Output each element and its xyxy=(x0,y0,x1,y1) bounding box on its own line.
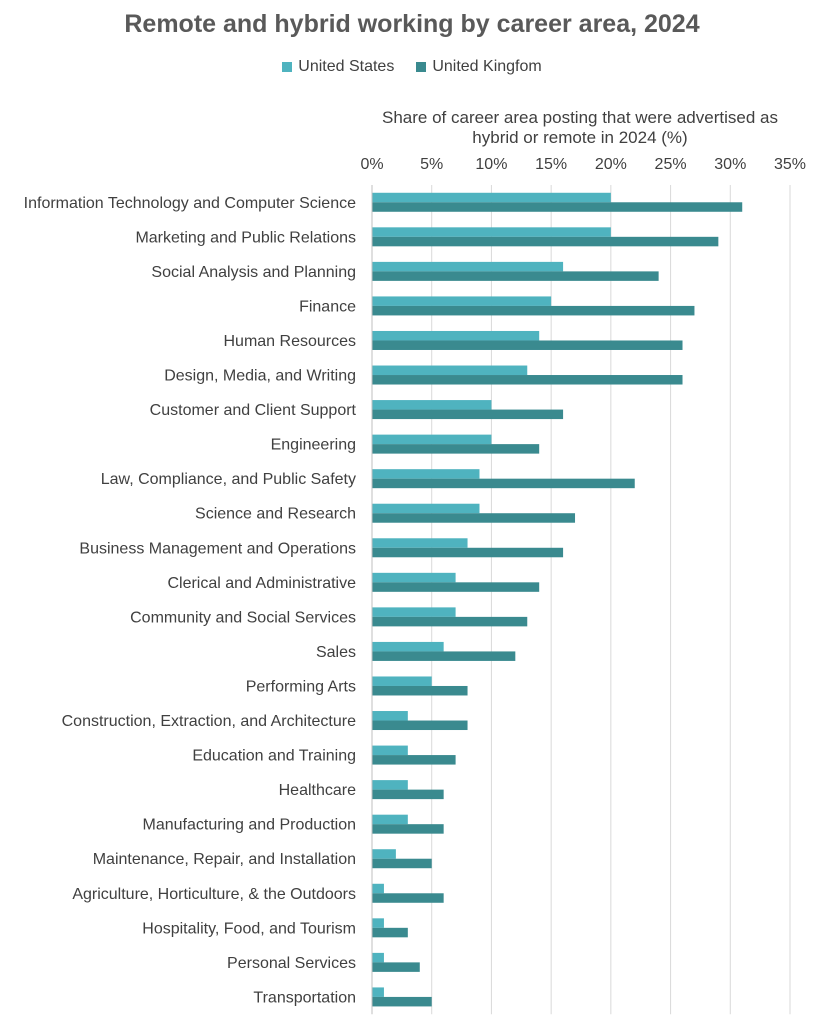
bar-united-kingdom xyxy=(372,858,432,869)
bar-united-states xyxy=(372,434,492,445)
bar-united-states xyxy=(372,918,384,928)
bar-united-states xyxy=(372,607,456,617)
bar-united-states xyxy=(372,745,408,756)
x-tick-labels: 0% 5% 10% 15% 20% 25% 30% 35% xyxy=(360,156,806,173)
category-label: Human Resources xyxy=(224,333,357,350)
bar-united-states xyxy=(372,538,468,548)
x-tick-label: 35% xyxy=(774,156,806,173)
bar-united-kingdom xyxy=(372,340,683,350)
bar-united-kingdom xyxy=(372,720,468,731)
category-label: Engineering xyxy=(271,437,356,454)
x-tick-label: 25% xyxy=(655,156,687,173)
bar-united-kingdom xyxy=(372,513,576,523)
bar-united-states xyxy=(372,780,408,790)
legend-label-uk: United Kingfom xyxy=(432,58,542,75)
legend-item-uk: United Kingfom xyxy=(416,58,542,76)
category-label: Information Technology and Computer Scie… xyxy=(24,195,356,212)
category-label: Construction, Extraction, and Architectu… xyxy=(62,713,356,730)
bar-united-states xyxy=(372,883,384,894)
category-label: Transportation xyxy=(253,989,356,1006)
category-label: Law, Compliance, and Public Safety xyxy=(101,471,356,488)
category-label: Business Management and Operations xyxy=(79,540,356,557)
bar-united-kingdom xyxy=(372,582,540,592)
category-label: Healthcare xyxy=(279,782,356,799)
category-labels: Information Technology and Computer Scie… xyxy=(24,195,357,1007)
bar-united-kingdom xyxy=(372,409,564,420)
bar-united-kingdom xyxy=(372,962,420,972)
bar-united-states xyxy=(372,227,611,237)
bar-united-kingdom xyxy=(372,651,516,661)
bar-united-states xyxy=(372,365,528,376)
bar-united-states xyxy=(372,572,456,583)
x-tick-label: 0% xyxy=(360,156,383,173)
bar-united-kingdom xyxy=(372,616,528,627)
legend-swatch-us xyxy=(282,62,293,72)
bar-united-kingdom xyxy=(372,996,432,1007)
chart-title: Remote and hybrid working by career area… xyxy=(124,10,700,38)
legend-item-us: United States xyxy=(282,58,394,76)
bar-united-kingdom xyxy=(372,755,456,765)
bar-united-kingdom xyxy=(372,789,444,800)
bar-united-states xyxy=(372,814,408,825)
bar-united-states xyxy=(372,952,384,963)
category-label: Finance xyxy=(299,298,356,315)
x-tick-label: 5% xyxy=(420,156,443,173)
bar-united-kingdom xyxy=(372,685,468,696)
bar-united-states xyxy=(372,987,384,997)
bar-united-kingdom xyxy=(372,375,683,385)
legend-swatch-uk xyxy=(416,62,427,72)
category-label: Science and Research xyxy=(195,506,356,523)
bar-united-kingdom xyxy=(372,305,695,316)
bar-united-kingdom xyxy=(372,444,540,454)
category-label: Personal Services xyxy=(227,955,356,972)
category-label: Community and Social Services xyxy=(130,609,356,626)
category-label: Hospitality, Food, and Tourism xyxy=(142,920,356,937)
bar-united-kingdom xyxy=(372,824,444,834)
bars xyxy=(372,192,743,1007)
bar-united-kingdom xyxy=(372,271,659,281)
bar-united-states xyxy=(372,192,611,203)
bar-united-states xyxy=(372,400,492,410)
bar-united-states xyxy=(372,676,432,686)
category-label: Social Analysis and Planning xyxy=(151,264,356,281)
bar-united-kingdom xyxy=(372,202,743,212)
category-label: Maintenance, Repair, and Installation xyxy=(93,851,356,868)
category-label: Education and Training xyxy=(192,748,356,765)
bar-united-kingdom xyxy=(372,893,444,903)
category-label: Customer and Client Support xyxy=(150,402,357,419)
bar-united-kingdom xyxy=(372,547,564,558)
bar-united-states xyxy=(372,503,480,514)
bar-united-states xyxy=(372,469,480,479)
x-tick-label: 15% xyxy=(535,156,567,173)
category-label: Agriculture, Horticulture, & the Outdoor… xyxy=(72,886,356,903)
bar-united-states xyxy=(372,849,396,859)
bar-united-kingdom xyxy=(372,478,635,489)
bar-united-states xyxy=(372,296,552,306)
category-label: Marketing and Public Relations xyxy=(135,229,356,246)
category-label: Clerical and Administrative xyxy=(167,575,356,592)
grid-lines xyxy=(431,185,791,1015)
legend: United States United Kingfom xyxy=(0,58,824,76)
x-tick-label: 10% xyxy=(475,156,507,173)
bar-united-states xyxy=(372,261,564,272)
category-label: Performing Arts xyxy=(246,678,356,695)
legend-label-us: United States xyxy=(298,58,395,75)
bar-united-states xyxy=(372,711,408,721)
category-label: Manufacturing and Production xyxy=(143,817,356,834)
bar-united-states xyxy=(372,641,444,652)
bar-united-kingdom xyxy=(372,236,719,247)
category-label: Sales xyxy=(316,644,356,661)
category-label: Design, Media, and Writing xyxy=(164,368,356,385)
bar-united-states xyxy=(372,330,540,341)
x-axis-title: Share of career area posting that were a… xyxy=(382,108,778,147)
x-tick-label: 20% xyxy=(595,156,627,173)
x-tick-label: 30% xyxy=(714,156,746,173)
bar-united-kingdom xyxy=(372,927,408,938)
